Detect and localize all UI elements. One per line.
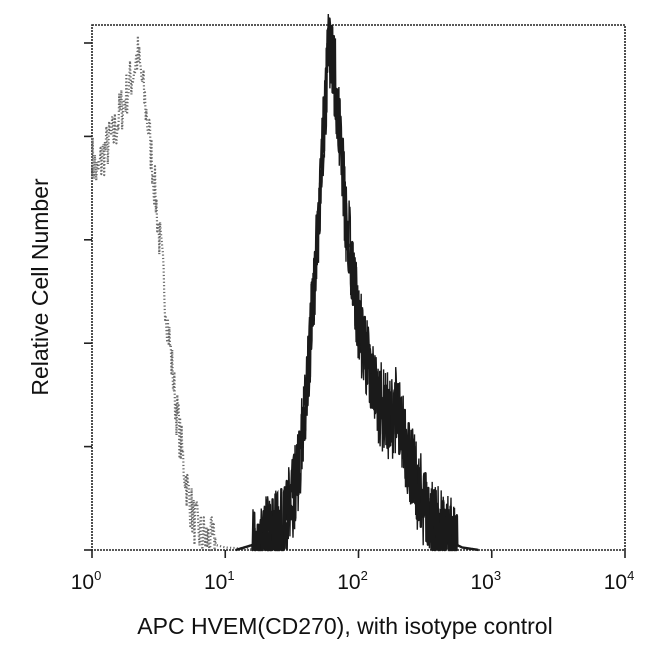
series-layer xyxy=(90,13,480,552)
y-axis-label: Relative Cell Number xyxy=(27,178,53,396)
isotype-control-curve xyxy=(90,34,278,552)
x-axis-label: APC HVEM(CD270), with isotype control xyxy=(137,613,552,639)
x-tick-label: 103 xyxy=(470,568,501,594)
x-tick-label: 102 xyxy=(337,568,368,594)
plot-frame xyxy=(91,24,626,551)
x-tick-label: 104 xyxy=(604,568,635,594)
x-tick-label: 101 xyxy=(204,568,235,594)
x-tick-label: 100 xyxy=(71,568,102,594)
x-axis-ticks: 100 101 102 103 104 xyxy=(71,550,635,594)
hvem-stained-curve-texture xyxy=(235,13,479,551)
y-axis-ticks xyxy=(84,42,92,551)
